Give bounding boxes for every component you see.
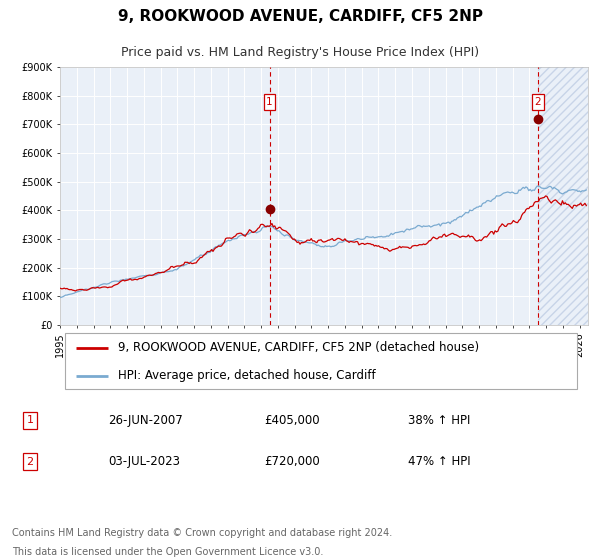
- Text: £405,000: £405,000: [264, 414, 320, 427]
- Text: 38% ↑ HPI: 38% ↑ HPI: [408, 414, 470, 427]
- Text: This data is licensed under the Open Government Licence v3.0.: This data is licensed under the Open Gov…: [12, 547, 323, 557]
- Bar: [538, 67, 588, 325]
- Text: HPI: Average price, detached house, Cardiff: HPI: Average price, detached house, Card…: [118, 370, 376, 382]
- Text: 1: 1: [266, 97, 273, 107]
- Text: 47% ↑ HPI: 47% ↑ HPI: [408, 455, 470, 468]
- Bar: [538, 67, 588, 325]
- Text: 2: 2: [535, 97, 541, 107]
- FancyBboxPatch shape: [65, 334, 577, 389]
- Text: Price paid vs. HM Land Registry's House Price Index (HPI): Price paid vs. HM Land Registry's House …: [121, 46, 479, 59]
- Text: Contains HM Land Registry data © Crown copyright and database right 2024.: Contains HM Land Registry data © Crown c…: [12, 528, 392, 538]
- Text: 26-JUN-2007: 26-JUN-2007: [108, 414, 183, 427]
- Text: 03-JUL-2023: 03-JUL-2023: [108, 455, 180, 468]
- Text: 2: 2: [26, 456, 34, 466]
- Text: £720,000: £720,000: [264, 455, 320, 468]
- Text: 9, ROOKWOOD AVENUE, CARDIFF, CF5 2NP (detached house): 9, ROOKWOOD AVENUE, CARDIFF, CF5 2NP (de…: [118, 341, 479, 354]
- Text: 9, ROOKWOOD AVENUE, CARDIFF, CF5 2NP: 9, ROOKWOOD AVENUE, CARDIFF, CF5 2NP: [118, 10, 482, 24]
- Text: 1: 1: [26, 416, 34, 426]
